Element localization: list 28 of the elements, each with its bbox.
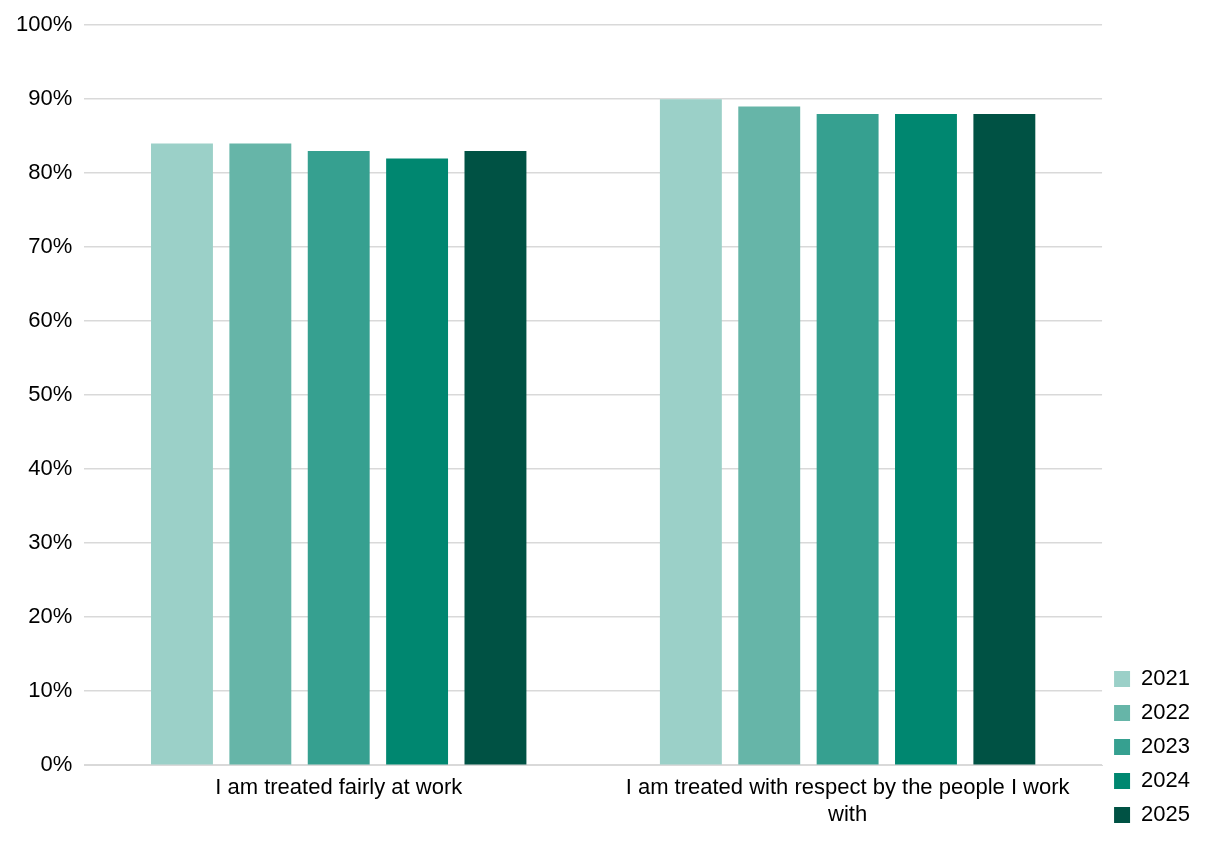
x-tick-label: I am treated fairly at work: [215, 774, 464, 800]
y-tick-label: 70%: [28, 233, 73, 259]
y-tick-label: 60%: [28, 307, 73, 333]
bar: [229, 143, 292, 765]
legend-label: 2022: [1141, 699, 1191, 725]
bar: [816, 114, 879, 765]
y-tick-label: 90%: [28, 85, 73, 111]
legend-label: 2025: [1141, 801, 1191, 827]
bar: [973, 114, 1036, 765]
legend-label: 2023: [1141, 733, 1191, 759]
x-tick-label: I am treated with respect by the people I work with: [625, 774, 1071, 826]
bar: [659, 99, 722, 765]
bar: [895, 114, 957, 765]
y-tick-label: 30%: [28, 529, 73, 555]
legend-label: 2021: [1141, 665, 1191, 691]
y-tick-label: 20%: [28, 603, 73, 629]
y-tick-label: 80%: [28, 159, 73, 185]
legend-label: 2024: [1141, 767, 1191, 793]
bar: [151, 143, 213, 765]
y-tick-label: 40%: [28, 455, 73, 481]
y-tick-label: 100%: [15, 11, 73, 37]
bar: [307, 151, 370, 765]
y-tick-label: 50%: [28, 381, 73, 407]
bar: [738, 106, 801, 765]
bar: [386, 158, 449, 765]
y-tick-label: 10%: [28, 677, 73, 703]
y-tick-label: 0%: [40, 751, 73, 777]
bar: [464, 151, 527, 765]
